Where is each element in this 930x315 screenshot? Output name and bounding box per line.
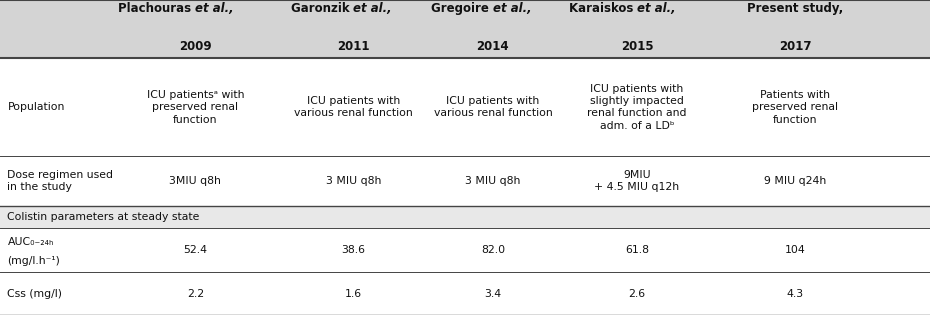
Text: 2011: 2011	[338, 40, 369, 53]
Text: 2.2: 2.2	[187, 289, 204, 299]
Text: (mg/l.h⁻¹): (mg/l.h⁻¹)	[7, 255, 60, 266]
Text: et al.,: et al.,	[353, 2, 392, 15]
Text: ICU patients with
various renal function: ICU patients with various renal function	[294, 96, 413, 118]
Text: ICU patientsᵃ with
preserved renal
function: ICU patientsᵃ with preserved renal funct…	[147, 90, 244, 124]
Text: Population: Population	[7, 102, 65, 112]
Text: Gregoire: Gregoire	[431, 2, 493, 15]
Text: Present study,: Present study,	[747, 2, 844, 15]
Text: Dose regimen used
in the study: Dose regimen used in the study	[7, 170, 113, 192]
Text: et al.,: et al.,	[195, 2, 234, 15]
Text: 2015: 2015	[620, 40, 654, 53]
Bar	[0, 0, 930, 58]
Bar	[0, 206, 930, 228]
Text: 1.6: 1.6	[345, 289, 362, 299]
Text: 3.4: 3.4	[485, 289, 501, 299]
Text: Plachouras: Plachouras	[118, 2, 195, 15]
Text: 61.8: 61.8	[625, 245, 649, 255]
Text: 104: 104	[785, 245, 805, 255]
Text: 38.6: 38.6	[341, 245, 365, 255]
Text: ICU patients with
various renal function: ICU patients with various renal function	[433, 96, 552, 118]
Text: 3 MIU q8h: 3 MIU q8h	[465, 176, 521, 186]
Text: 9MIU
+ 4.5 MIU q12h: 9MIU + 4.5 MIU q12h	[594, 170, 680, 192]
Text: 9 MIU q24h: 9 MIU q24h	[764, 176, 826, 186]
Text: et al.,: et al.,	[493, 2, 532, 15]
Text: 3MIU q8h: 3MIU q8h	[169, 176, 221, 186]
Text: 3 MIU q8h: 3 MIU q8h	[326, 176, 381, 186]
Text: 2.6: 2.6	[629, 289, 645, 299]
Text: AUC₀₋₂₄ₕ: AUC₀₋₂₄ₕ	[7, 237, 54, 247]
Text: 82.0: 82.0	[481, 245, 505, 255]
Text: 2009: 2009	[179, 40, 212, 53]
Text: 52.4: 52.4	[183, 245, 207, 255]
Text: 2017: 2017	[779, 40, 811, 53]
Text: 4.3: 4.3	[787, 289, 804, 299]
Text: 2014: 2014	[476, 40, 510, 53]
Text: Garonzik: Garonzik	[291, 2, 353, 15]
Text: Patients with
preserved renal
function: Patients with preserved renal function	[752, 90, 838, 124]
Text: ICU patients with
slightly impacted
renal function and
adm. of a LDᵇ: ICU patients with slightly impacted rena…	[588, 83, 686, 131]
Text: Colistin parameters at steady state: Colistin parameters at steady state	[7, 212, 200, 222]
Text: Css (mg/l): Css (mg/l)	[7, 289, 62, 299]
Text: et al.,: et al.,	[637, 2, 676, 15]
Text: Karaiskos: Karaiskos	[568, 2, 637, 15]
